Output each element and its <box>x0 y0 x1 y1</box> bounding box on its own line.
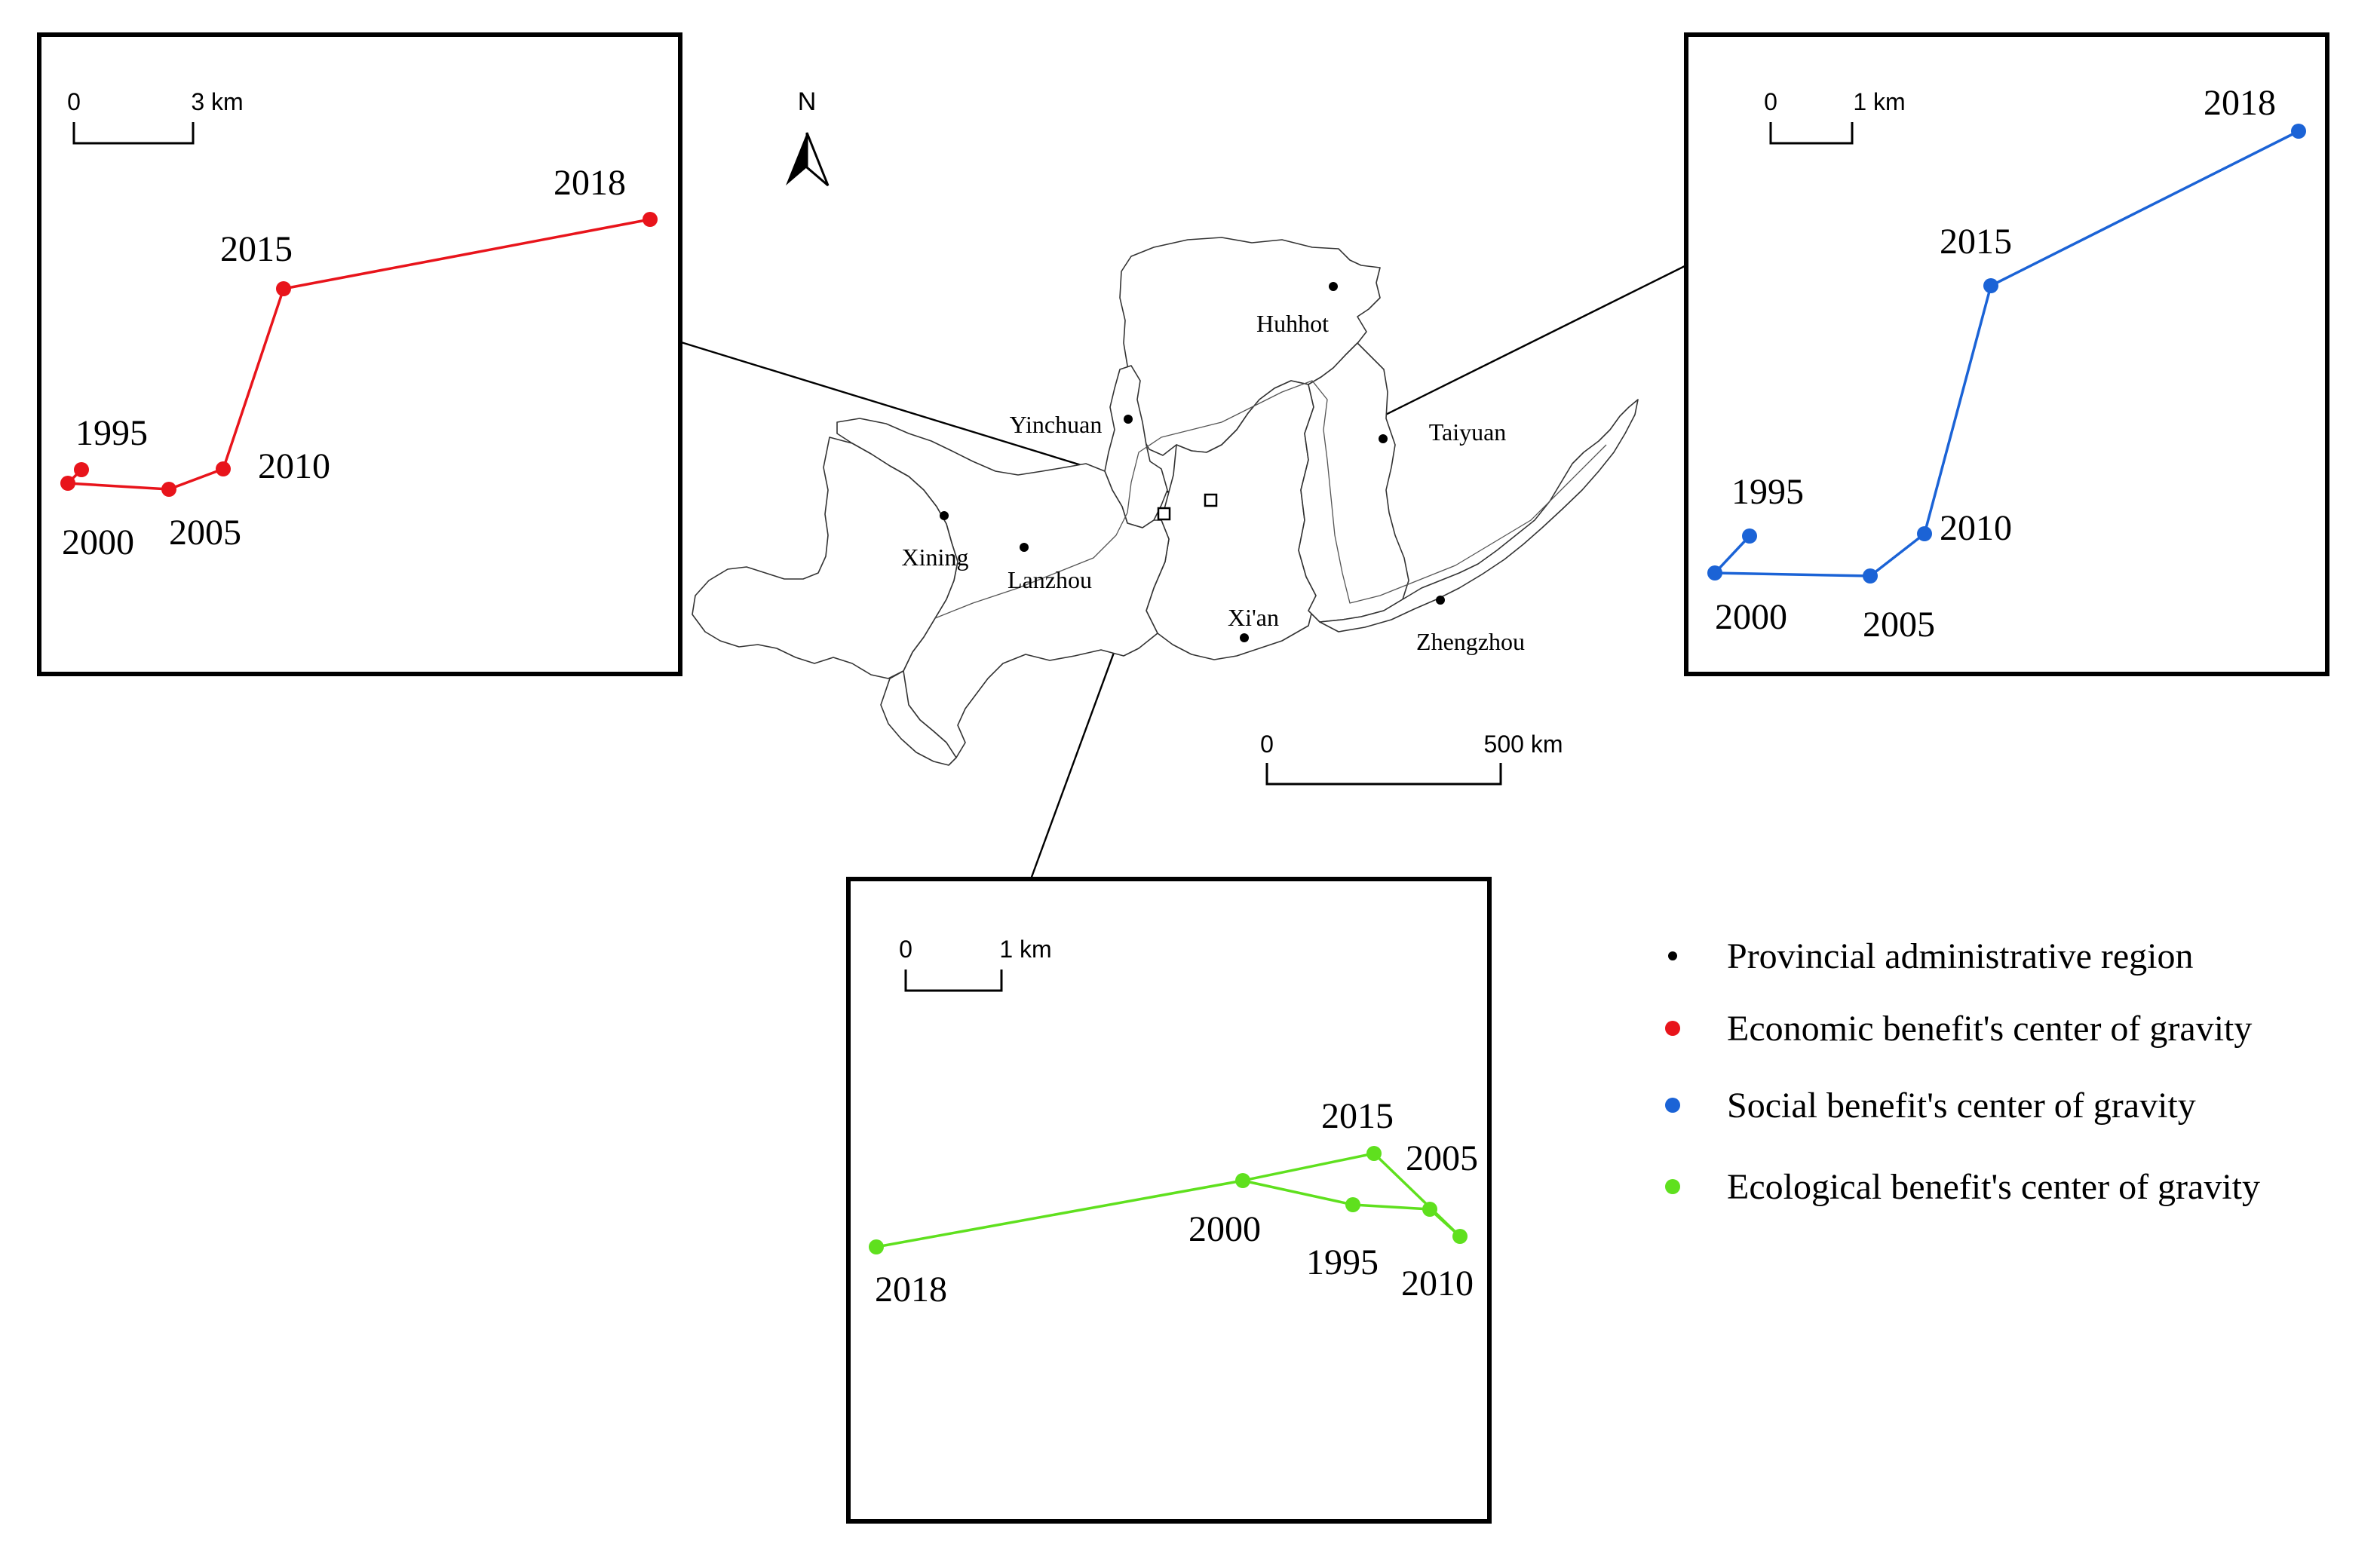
feature-square-economic <box>1204 493 1218 507</box>
basin-map <box>692 237 1639 766</box>
ecological-point-2018 <box>869 1239 884 1254</box>
city-label-xian: Xi'an <box>1228 604 1279 631</box>
river-line <box>934 380 1607 619</box>
north-arrow-label: N <box>798 87 817 116</box>
ecological-label-2010: 2010 <box>1401 1264 1474 1303</box>
social-label-1995: 1995 <box>1731 472 1804 512</box>
legend-red-dot-icon <box>1665 1021 1680 1036</box>
legend-blue-dot-icon <box>1665 1098 1680 1113</box>
ecological-label-2000: 2000 <box>1188 1209 1261 1249</box>
city-dot-huhhot <box>1329 282 1338 291</box>
social-point-2010 <box>1917 526 1932 541</box>
city-dot-zhengzhou <box>1436 596 1445 605</box>
economic-label-2015: 2015 <box>220 229 293 269</box>
economic-panel-frame <box>37 32 682 676</box>
region-shanxi <box>1298 342 1409 623</box>
city-label-taiyuan: Taiyuan <box>1429 418 1507 446</box>
economic-label-2018: 2018 <box>554 163 626 203</box>
north-arrow-left-icon <box>786 133 807 185</box>
legend-label-2: Economic benefit's center of gravity <box>1727 1009 2252 1049</box>
city-label-yinchuan: Yinchuan <box>1010 411 1103 438</box>
ecological-scale-end: 1 km <box>999 936 1051 963</box>
ecological-point-2015 <box>1366 1146 1382 1161</box>
main-scale-end: 500 km <box>1484 731 1563 758</box>
economic-label-1995: 1995 <box>75 413 148 453</box>
economic-label-2010: 2010 <box>258 446 330 486</box>
ecological-scale-start: 0 <box>899 936 912 963</box>
economic-point-2000 <box>60 476 75 491</box>
economic-point-2015 <box>276 281 291 296</box>
economic-point-2005 <box>161 482 176 497</box>
social-scale-end: 1 km <box>1853 88 1905 115</box>
social-point-2005 <box>1863 568 1878 584</box>
social-point-2015 <box>1983 278 1998 293</box>
economic-label-2000: 2000 <box>62 522 134 562</box>
economic-point-2018 <box>643 212 658 227</box>
north-arrow: N <box>786 87 830 187</box>
ecological-panel: 0 1 km 1995 2000 2005 2010 2015 2018 <box>846 877 1492 1524</box>
social-label-2015: 2015 <box>1940 222 2012 262</box>
ecological-point-1995 <box>1345 1197 1360 1212</box>
economic-scale-line <box>72 122 195 145</box>
legend-small-black-dot-icon <box>1668 951 1677 960</box>
city-label-zhengzhou: Zhengzhou <box>1416 628 1525 655</box>
social-point-2000 <box>1707 565 1722 580</box>
social-scale-start: 0 <box>1764 88 1777 115</box>
social-panel: 0 1 km 1995 2000 2005 2010 2015 2018 <box>1684 32 2329 676</box>
city-label-lanzhou: Lanzhou <box>1008 566 1092 593</box>
region-sichuan-fragment <box>880 670 957 766</box>
ecological-point-2005 <box>1422 1202 1437 1217</box>
legend: Provincial administrative region Economic… <box>1665 936 2260 1207</box>
main-scale-line <box>1265 763 1502 786</box>
social-point-2018 <box>2291 124 2306 139</box>
social-label-2018: 2018 <box>2204 83 2276 123</box>
north-arrow-right-icon <box>805 132 830 187</box>
ecological-label-2018: 2018 <box>875 1270 947 1310</box>
economic-point-1995 <box>74 462 89 477</box>
social-panel-frame <box>1684 32 2329 676</box>
ecological-track: 1995 2000 2005 2010 2015 2018 <box>869 1096 1478 1310</box>
social-scale-line <box>1769 122 1854 145</box>
social-path-line <box>1713 130 2299 577</box>
economic-panel: 0 3 km 1995 2000 2005 2010 2015 2018 <box>37 32 682 676</box>
city-markers: Huhhot Yinchuan Taiyuan Xining Lanzhou Xi'an Z… <box>902 282 1525 655</box>
ecological-panel-frame <box>846 877 1492 1524</box>
main-scale-bar: 0 500 km <box>1260 731 1563 786</box>
legend-green-dot-icon <box>1665 1179 1680 1194</box>
social-label-2010: 2010 <box>1940 508 2012 548</box>
ecological-label-2015: 2015 <box>1321 1096 1394 1136</box>
city-dot-lanzhou <box>1020 543 1029 552</box>
economic-scale-end: 3 km <box>191 88 243 115</box>
city-dot-xian <box>1240 633 1249 642</box>
main-scale-start: 0 <box>1260 731 1274 758</box>
region-henan <box>1319 399 1639 633</box>
city-dot-taiyuan <box>1379 434 1388 443</box>
economic-point-2010 <box>216 461 231 476</box>
city-label-huhhot: Huhhot <box>1256 310 1329 337</box>
ecological-scale-line <box>904 970 1003 992</box>
ecological-label-2005: 2005 <box>1406 1138 1478 1178</box>
economic-scale-start: 0 <box>67 88 81 115</box>
social-point-1995 <box>1742 528 1757 544</box>
city-label-xining: Xining <box>902 544 969 571</box>
social-label-2000: 2000 <box>1715 597 1787 637</box>
ecological-point-2010 <box>1452 1229 1468 1244</box>
city-dot-yinchuan <box>1124 415 1133 424</box>
legend-label-4: Ecological benefit's center of gravity <box>1727 1167 2260 1207</box>
feature-square-ecological <box>1157 507 1171 521</box>
economic-label-2005: 2005 <box>169 513 241 553</box>
region-qinghai <box>692 437 958 679</box>
city-dot-xining <box>940 511 949 520</box>
social-label-2005: 2005 <box>1863 605 1935 645</box>
legend-label-3: Social benefit's center of gravity <box>1727 1086 2196 1126</box>
economic-track: 1995 2000 2005 2010 2015 2018 <box>60 163 658 562</box>
legend-label-1: Provincial administrative region <box>1727 936 2194 976</box>
ecological-point-2000 <box>1235 1173 1250 1188</box>
social-track: 1995 2000 2005 2010 2015 2018 <box>1707 83 2306 645</box>
ecological-label-1995: 1995 <box>1306 1242 1379 1282</box>
